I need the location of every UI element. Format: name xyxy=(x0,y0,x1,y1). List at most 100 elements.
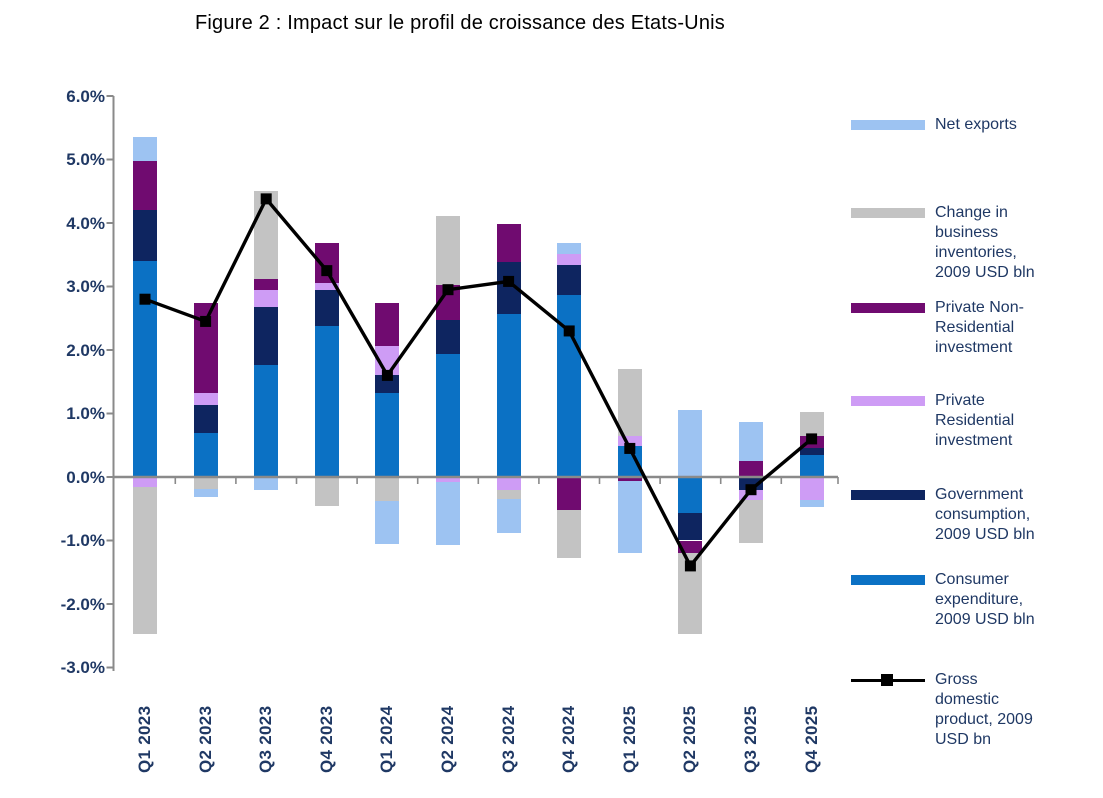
bar-segment-nonresidential xyxy=(557,477,582,511)
legend-label: Government consumption, 2009 USD bln xyxy=(935,486,1035,543)
gdp-marker xyxy=(200,315,212,327)
bar-segment-government xyxy=(436,320,460,354)
bar-segment-inventories xyxy=(314,477,339,506)
legend-square-marker xyxy=(881,674,893,686)
legend-swatch-consumer xyxy=(851,575,925,585)
y-tick-label: -1.0% xyxy=(60,531,105,550)
bar-segment-netexports xyxy=(133,137,157,161)
bar-segment-netexports xyxy=(193,489,218,497)
bar-segment-inventories xyxy=(739,499,763,544)
bar-segment-netexports xyxy=(617,480,642,554)
legend-swatch-nonresidential xyxy=(851,303,925,313)
y-tick-label: 3.0% xyxy=(66,277,105,296)
legend-label: Private Non- Residential investment xyxy=(935,299,1024,356)
gdp-marker xyxy=(684,560,696,572)
bar-segment-consumer xyxy=(799,455,824,477)
x-category-label: Q1 2023 xyxy=(135,705,154,773)
x-category-label: Q1 2025 xyxy=(619,705,639,773)
x-category-label: Q1 2024 xyxy=(377,705,397,773)
bar-segment-consumer xyxy=(678,477,703,513)
bar-segment-government xyxy=(314,289,339,326)
gdp-marker xyxy=(563,325,575,337)
legend-swatch-inventories xyxy=(851,208,925,218)
bar-segment-residential xyxy=(557,254,582,265)
x-category-label: Q4 2023 xyxy=(316,705,336,773)
x-category-label: Q3 2024 xyxy=(498,705,518,773)
x-category-label: Q4 2024 xyxy=(559,705,579,773)
bar-segment-inventories xyxy=(799,412,824,437)
gdp-marker xyxy=(806,433,818,445)
bar-segment-government xyxy=(678,512,703,541)
bar-segment-netexports xyxy=(496,499,521,533)
bar-segment-inventories xyxy=(617,369,642,437)
bar-segment-government xyxy=(799,447,824,456)
bar-segment-netexports xyxy=(254,477,279,490)
bar-segment-consumer xyxy=(193,432,218,477)
y-tick-label: -3.0% xyxy=(60,658,105,677)
x-category-label: Q2 2023 xyxy=(195,705,215,773)
y-tick-label: 5.0% xyxy=(66,150,105,169)
legend-swatch-government xyxy=(851,490,925,500)
bar-segment-inventories xyxy=(133,486,157,635)
bar-segment-inventories xyxy=(557,510,582,559)
bar-segment-residential xyxy=(617,436,642,446)
bar-segment-nonresidential xyxy=(678,540,703,553)
x-category-label: Q3 2025 xyxy=(741,705,760,773)
legend-label: Consumer expenditure, 2009 USD bln xyxy=(935,571,1035,628)
bar-segment-consumer xyxy=(314,325,339,477)
bar-segment-netexports xyxy=(375,501,400,544)
y-tick-label: 4.0% xyxy=(66,213,105,233)
bar-segment-consumer xyxy=(496,314,521,477)
y-tick-label: 2.0% xyxy=(66,340,105,360)
gdp-line xyxy=(144,195,813,570)
legend-label: Net exports xyxy=(935,116,1017,133)
bar-segment-inventories xyxy=(496,489,521,500)
bar-segment-nonresidential xyxy=(133,160,157,211)
y-tick-label: 6.0% xyxy=(66,86,105,106)
bar-segment-inventories xyxy=(375,477,400,502)
bar-segment-netexports xyxy=(436,482,460,545)
bar-segment-government xyxy=(193,404,218,433)
gdp-marker xyxy=(260,193,272,205)
x-category-label: Q2 2025 xyxy=(680,705,700,773)
bar-segment-government xyxy=(133,210,157,262)
bar-segment-consumer xyxy=(436,353,460,477)
gdp-marker xyxy=(624,442,636,454)
bar-segment-residential xyxy=(799,477,824,500)
gdp-marker xyxy=(442,284,454,296)
bar-segment-residential xyxy=(314,282,339,290)
legend-label: Change in business inventories, 2009 USD… xyxy=(935,204,1035,281)
bar-segment-nonresidential xyxy=(375,303,400,347)
bar-segment-consumer xyxy=(254,365,279,477)
y-tick-label: 1.0% xyxy=(66,404,105,423)
bar-segment-nonresidential xyxy=(254,278,279,290)
gdp-marker xyxy=(139,293,151,305)
x-category-label: Q4 2025 xyxy=(801,705,821,773)
x-category-label: Q3 2023 xyxy=(256,705,276,773)
gdp-marker xyxy=(745,484,757,496)
legend-label: Private Residential investment xyxy=(935,392,1015,449)
y-tick-label: -2.0% xyxy=(60,594,105,614)
bar-segment-government xyxy=(375,374,400,394)
bar-segment-netexports xyxy=(678,410,703,477)
bar-segment-consumer xyxy=(375,393,400,477)
bar-segment-inventories xyxy=(436,216,460,285)
bar-segment-nonresidential xyxy=(739,461,763,477)
bar-segment-residential xyxy=(193,393,218,405)
bar-segment-government xyxy=(254,306,279,366)
gdp-marker xyxy=(381,369,393,381)
bar-segment-inventories xyxy=(193,477,218,490)
gdp-marker xyxy=(321,265,333,277)
chart-title: Figure 2 : Impact sur le profil de crois… xyxy=(195,12,725,34)
x-category-label: Q2 2024 xyxy=(438,705,457,773)
bar-segment-residential xyxy=(496,477,521,490)
bar-segment-netexports xyxy=(557,242,582,255)
y-tick-label: 0.0% xyxy=(66,467,105,487)
bar-segment-residential xyxy=(133,477,157,487)
bar-segment-netexports xyxy=(799,499,824,508)
legend-label: Gross domestic product, 2009 USD bn xyxy=(935,671,1033,748)
legend-swatch-netexports xyxy=(851,120,925,130)
bar-segment-residential xyxy=(254,289,279,307)
